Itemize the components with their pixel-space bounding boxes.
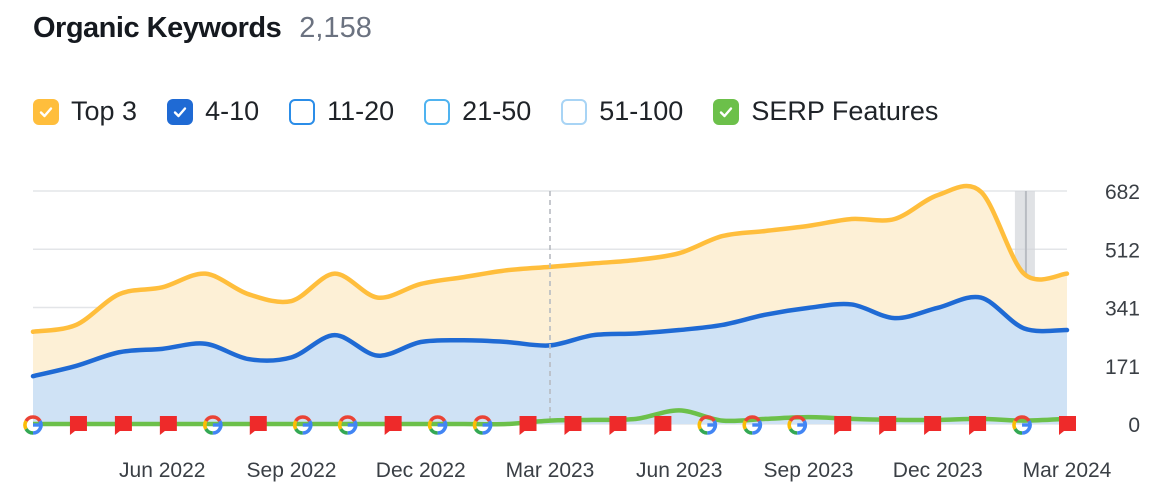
legend-item-11-20[interactable]: 11-20 [289, 96, 394, 127]
event-flag-icon[interactable] [654, 416, 672, 435]
event-flag-icon[interactable] [249, 416, 267, 435]
google-update-icon[interactable] [337, 415, 358, 435]
google-update-icon[interactable] [427, 415, 448, 435]
google-update-icon[interactable] [742, 415, 763, 435]
x-tick-label: Sep 2022 [247, 459, 337, 482]
google-update-icon[interactable] [1012, 415, 1032, 435]
widget-title: Organic Keywords [33, 12, 282, 44]
legend-item-serp-features[interactable]: SERP Features [713, 96, 938, 127]
google-update-icon[interactable] [472, 415, 493, 435]
legend-item-top3[interactable]: Top 3 [33, 96, 137, 127]
legend-item-51-100[interactable]: 51-100 [561, 96, 683, 127]
checkbox-icon[interactable] [424, 98, 451, 125]
checkbox-icon[interactable] [289, 98, 316, 125]
google-update-icon[interactable] [23, 415, 43, 435]
chart-legend: Top 3 4-10 11-20 21-50 51-100 SERP Featu… [33, 96, 968, 127]
checkbox-icon[interactable] [561, 98, 588, 125]
legend-label: 11-20 [327, 96, 395, 126]
event-flag-icon[interactable] [564, 416, 582, 435]
event-flag-icon[interactable] [834, 416, 852, 435]
area-4-10 [33, 296, 1067, 424]
y-tick-label: 682 [1105, 181, 1140, 204]
legend-label: Top 3 [71, 96, 138, 126]
widget-header: Organic Keywords 2,158 [33, 12, 372, 45]
y-tick-label: 512 [1105, 239, 1140, 262]
x-tick-label: Jun 2023 [636, 459, 722, 482]
legend-label: SERP Features [751, 96, 939, 126]
event-flag-icon[interactable] [969, 416, 987, 435]
event-flag-icon[interactable] [519, 416, 537, 435]
event-flag-icon[interactable] [69, 416, 87, 435]
legend-item-21-50[interactable]: 21-50 [424, 96, 531, 127]
x-tick-label: Dec 2022 [376, 459, 466, 482]
y-tick-label: 171 [1105, 356, 1140, 379]
keyword-count: 2,158 [299, 12, 372, 44]
event-flag-icon[interactable] [879, 416, 897, 435]
checkbox-icon[interactable] [33, 98, 59, 125]
google-update-icon[interactable] [697, 415, 718, 435]
y-tick-label: 341 [1105, 298, 1140, 321]
event-flag-icon[interactable] [924, 416, 942, 435]
event-flag-icon[interactable] [159, 416, 177, 435]
legend-label: 4-10 [205, 96, 260, 126]
event-flag-icon[interactable] [609, 416, 627, 435]
x-tick-label: Mar 2024 [1023, 459, 1112, 482]
event-flag-icon[interactable] [1059, 416, 1076, 435]
checkbox-icon[interactable] [713, 98, 740, 125]
legend-item-4-10[interactable]: 4-10 [167, 96, 259, 127]
x-tick-label: Jun 2022 [119, 459, 205, 482]
google-update-icon[interactable] [203, 415, 223, 435]
event-flag-icon[interactable] [114, 416, 132, 435]
x-tick-label: Sep 2023 [764, 459, 854, 482]
legend-label: 21-50 [462, 96, 532, 126]
event-flag-icon[interactable] [384, 416, 402, 435]
google-update-icon[interactable] [292, 415, 313, 435]
x-tick-label: Mar 2023 [506, 459, 595, 482]
google-update-icon[interactable] [787, 415, 808, 435]
checkbox-icon[interactable] [167, 98, 194, 125]
legend-label: 51-100 [599, 96, 684, 126]
x-tick-label: Dec 2023 [893, 459, 983, 482]
y-tick-label: 0 [1128, 414, 1140, 437]
